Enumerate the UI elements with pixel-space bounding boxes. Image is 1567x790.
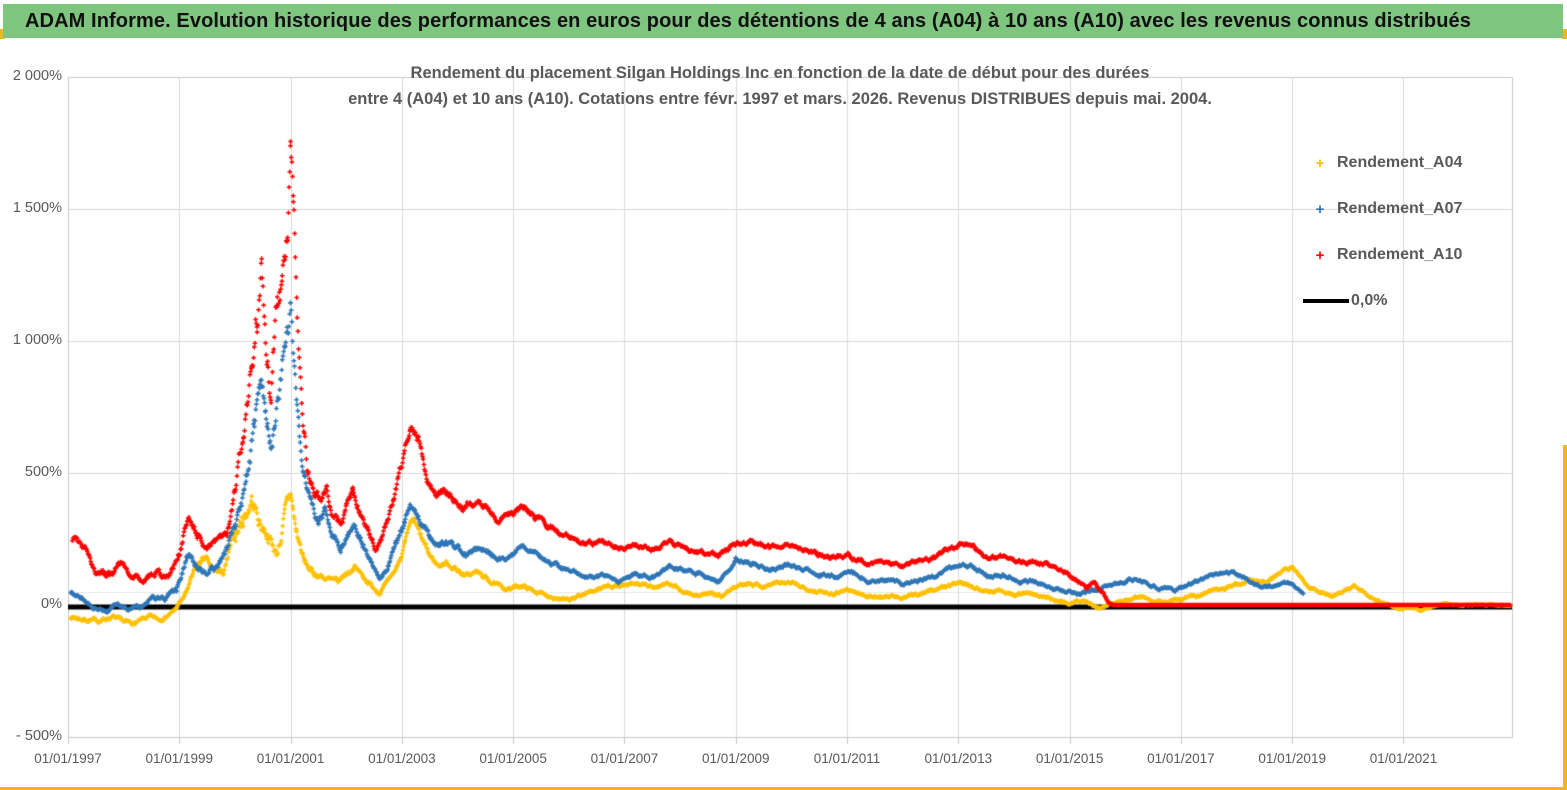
plus-marker-icon: + (1315, 246, 1325, 264)
legend-label: Rendement_A07 (1337, 200, 1463, 217)
legend-label: 0,0% (1351, 292, 1388, 309)
x-axis-tick-label: 01/01/2001 (256, 751, 325, 766)
y-axis-tick-label: 500% (24, 464, 62, 480)
chart-legend: + Rendement_A04 + Rendement_A07 + Rendem… (1303, 140, 1543, 324)
y-axis-tick-label: 1 000% (12, 332, 62, 348)
y-axis-tick-label: - 500% (16, 728, 62, 744)
y-axis-tick-label: 1 500% (12, 200, 62, 216)
x-axis-tick-label: 01/01/2019 (1258, 751, 1326, 766)
legend-item-a04[interactable]: + Rendement_A04 (1303, 140, 1543, 186)
legend-label: Rendement_A10 (1337, 246, 1463, 263)
x-axis-tick-label: 01/01/2003 (368, 751, 436, 766)
plus-marker-icon: + (1315, 200, 1325, 218)
x-axis-tick-label: 01/01/2021 (1369, 751, 1438, 766)
legend-item-a10[interactable]: + Rendement_A10 (1303, 232, 1543, 278)
plus-marker-icon: + (1315, 154, 1325, 172)
chart-title: Rendement du placement Silgan Holdings I… (110, 60, 1450, 112)
legend-item-a07[interactable]: + Rendement_A07 (1303, 186, 1543, 232)
x-axis-tick-label: 01/01/2013 (924, 751, 993, 766)
y-axis-tick-label: 0% (41, 596, 62, 612)
x-axis-tick-label: 01/01/1997 (34, 751, 102, 766)
x-axis-tick-label: 01/01/2017 (1147, 751, 1215, 766)
zero-line-icon (1303, 299, 1349, 303)
x-axis-tick-label: 01/01/2005 (479, 751, 547, 766)
x-axis-tick-label: 01/01/2007 (590, 751, 659, 766)
chart-title-line1: Rendement du placement Silgan Holdings I… (410, 64, 1150, 82)
x-axis-tick-label: 01/01/2011 (813, 751, 881, 766)
legend-label: Rendement_A04 (1337, 154, 1463, 171)
x-axis-tick-label: 01/01/2009 (701, 751, 770, 766)
chart-title-line2: entre 4 (A04) et 10 ans (A10). Cotations… (348, 90, 1212, 108)
x-axis-tick-label: 01/01/1999 (145, 751, 214, 766)
legend-item-zero-line[interactable]: 0,0% (1303, 278, 1543, 324)
x-axis-tick-label: 01/01/2015 (1035, 751, 1104, 766)
y-axis-tick-label: 2 000% (12, 68, 62, 84)
